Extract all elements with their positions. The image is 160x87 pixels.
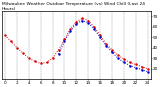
Text: Milwaukee Weather Outdoor Temperature (vs) Wind Chill (Last 24 Hours): Milwaukee Weather Outdoor Temperature (v… [2,2,145,11]
